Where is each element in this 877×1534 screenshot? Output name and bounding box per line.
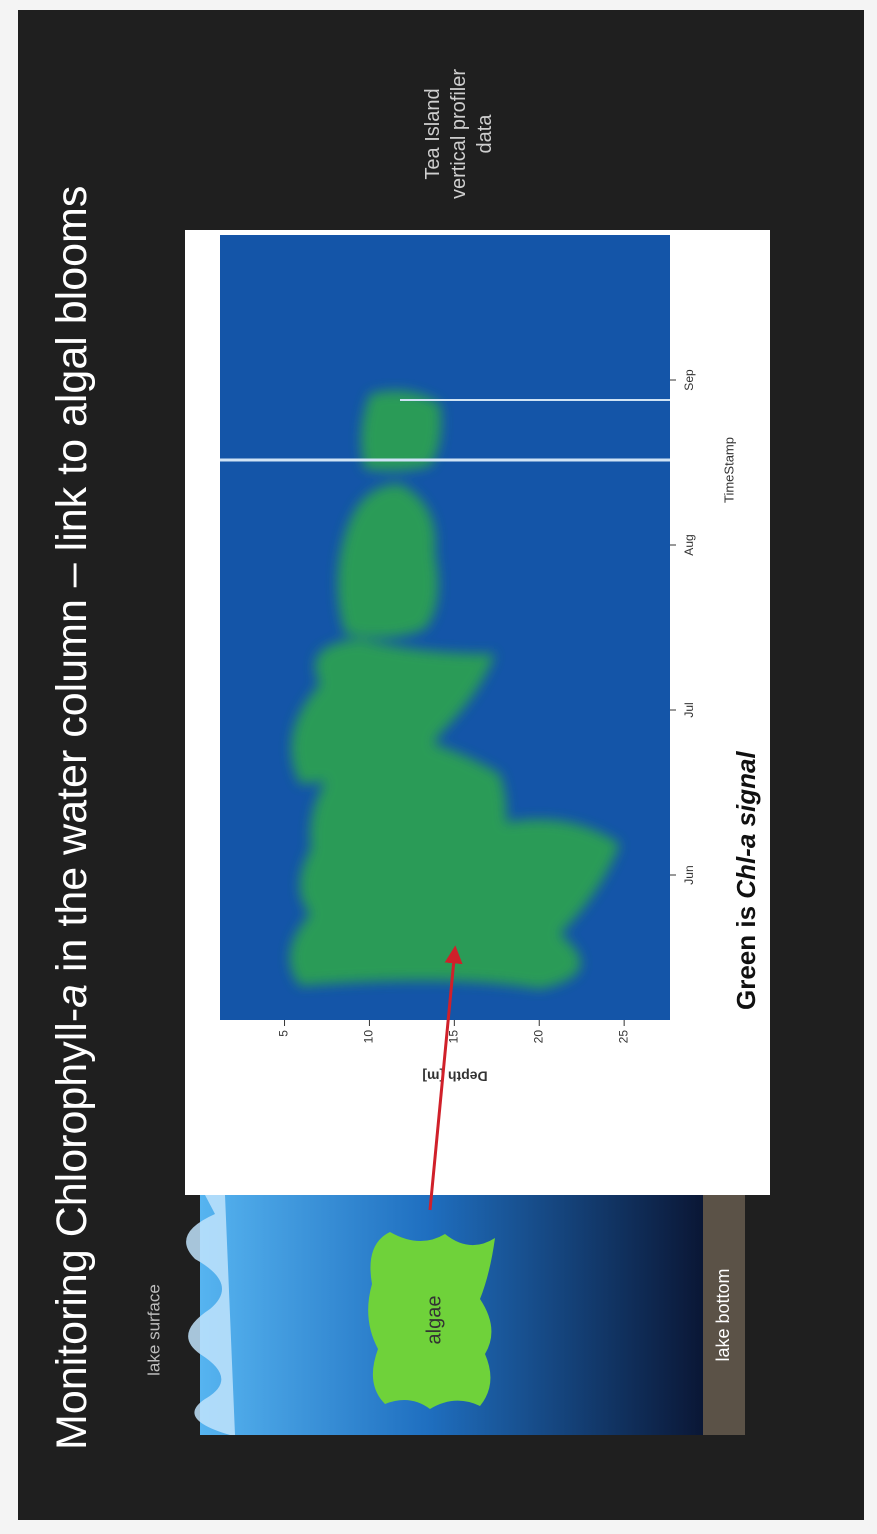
lake-bottom <box>703 1195 745 1435</box>
y-tick-label: 10 <box>362 1030 376 1044</box>
y-tick-label: 25 <box>616 1030 630 1044</box>
lake-surface-label: lake surface <box>144 1284 163 1376</box>
y-tick-label: 5 <box>277 1030 291 1037</box>
caption: Green is Chl-a signal <box>731 751 761 1010</box>
x-tick-label: Sep <box>682 369 696 391</box>
slide-title: Monitoring Chlorophyll-a in the water co… <box>48 186 96 1450</box>
side-note-box: Tea Island vertical profiler data <box>422 68 496 200</box>
algae-blob <box>368 1232 495 1409</box>
y-axis-label: Depth [m] <box>422 1068 487 1084</box>
side-note: Tea Island vertical profiler data <box>422 68 496 200</box>
x-tick-label: Jul <box>682 702 696 717</box>
x-tick-label: Aug <box>682 534 696 555</box>
lake-waves <box>186 1195 235 1435</box>
y-tick-label: 15 <box>447 1030 461 1044</box>
x-axis-label: TimeStamp <box>721 437 736 503</box>
y-tick-label: 20 <box>531 1030 545 1044</box>
pointer-arrow <box>428 945 463 1211</box>
x-tick-label: Jun <box>682 865 696 884</box>
lake-bottom-label: lake bottom <box>713 1268 733 1361</box>
chl-signal <box>289 390 620 989</box>
algae-label: algae <box>423 1296 445 1345</box>
